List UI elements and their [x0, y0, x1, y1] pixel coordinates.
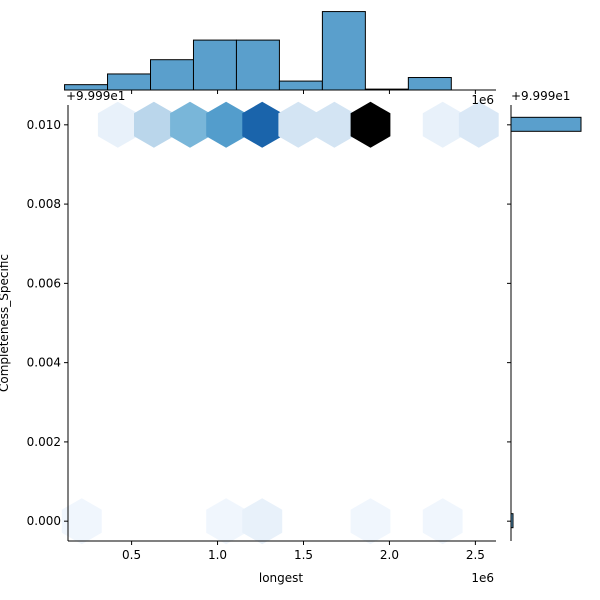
- y-axis-ticks: 0.000 0.002 0.004 0.006 0.008 0.010: [27, 118, 68, 528]
- top-histogram-bar: [278, 80, 323, 91]
- hexbin-cell: [314, 101, 355, 148]
- x-tick-label: 2.5: [466, 548, 485, 562]
- top-histogram-bar: [150, 59, 194, 91]
- hexbin-cell: [422, 101, 463, 148]
- top-histogram-bar: [235, 39, 280, 91]
- top-histogram-bar: [407, 77, 452, 91]
- hexbin-cell: [458, 101, 499, 148]
- y-tick-label: 0.002: [27, 435, 61, 449]
- hexbin-cell: [170, 101, 210, 148]
- y-tick-label: 0.004: [27, 356, 61, 370]
- hexbin-cell: [134, 101, 174, 148]
- hexbin-cell: [350, 498, 391, 545]
- top-histogram-bar: [107, 73, 152, 91]
- x-axis-label: longest: [259, 571, 304, 585]
- x-axis-ticks: 0.5 1.0 1.5 2.0 2.5: [122, 541, 485, 562]
- x-tick-label: 1.0: [208, 548, 227, 562]
- hexbin-cell: [278, 101, 319, 148]
- hexbin-cell: [206, 498, 247, 545]
- hexbin-cell: [350, 101, 391, 148]
- x-axis-offset-label: 1e6: [471, 571, 494, 585]
- y-axis-offset-label-right: +9.999e1: [511, 89, 570, 103]
- y-axis-offset-label: +9.999e1: [66, 89, 125, 103]
- x-axis-offset-label-top: 1e6: [471, 93, 494, 107]
- hexbin-layer: [61, 101, 499, 545]
- main-hexbin-plot: 0.5 1.0 1.5 2.0 2.5 0.0000.0020.0040.0060.00…: [27, 101, 499, 562]
- top-histogram-bar: [192, 39, 237, 91]
- y-tick-label: 0.006: [27, 276, 61, 290]
- hexbin-cell: [97, 101, 138, 148]
- top-histogram-bar: [321, 11, 366, 91]
- hexbin-cell: [242, 101, 283, 148]
- y-tick-label: 0.008: [27, 197, 61, 211]
- y-tick-label: 0.000: [27, 514, 61, 528]
- x-tick-label: 2.0: [380, 548, 399, 562]
- x-tick-label: 1.5: [294, 548, 313, 562]
- hexbin-cell: [242, 498, 283, 545]
- x-tick-label: 0.5: [122, 548, 141, 562]
- right-histogram-bar: [510, 116, 582, 132]
- hexbin-cell: [422, 498, 463, 545]
- hexbin-cell: [206, 101, 247, 148]
- top-marginal-histogram: [64, 11, 496, 94]
- hexbin-cell: [61, 498, 102, 545]
- y-axis-label: Completeness_Specific: [0, 254, 11, 392]
- right-marginal-histogram: [507, 105, 582, 541]
- y-tick-label: 0.010: [27, 118, 61, 132]
